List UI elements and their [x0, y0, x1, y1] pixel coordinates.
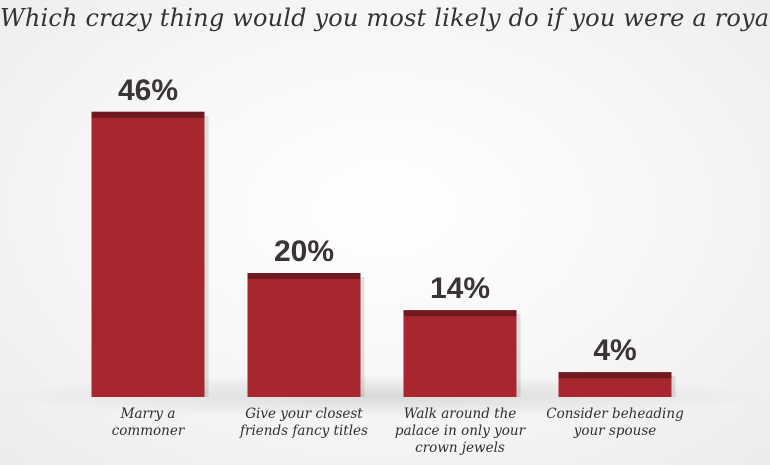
- bar-cap-2: [247, 273, 361, 279]
- category-label-line: crown jewels: [415, 440, 505, 456]
- bar-3: [403, 310, 517, 397]
- bar-1: [91, 111, 205, 398]
- category-label-line: your spouse: [573, 423, 657, 439]
- category-label: Consider beheading your spouse: [546, 406, 684, 439]
- category-label-line: Walk around the: [404, 406, 517, 422]
- category-label: Marry a commoner: [112, 406, 186, 439]
- value-label: 20%: [274, 235, 334, 268]
- category-label: Walk around the palace in only your crown …: [395, 406, 527, 456]
- category-label-line: commoner: [112, 423, 186, 439]
- bar-cap-4: [558, 372, 672, 379]
- category-label: Give your closest friends fancy titles: [239, 406, 368, 439]
- category-label-line: friends fancy titles: [239, 423, 368, 439]
- category-label-line: palace in only your: [395, 423, 527, 439]
- category-label-line: Marry a: [120, 406, 176, 422]
- bar-cap-1: [91, 111, 205, 118]
- bar-cap-3: [403, 310, 517, 317]
- chart-title: Which crazy thing would you most likely …: [0, 4, 770, 32]
- category-label-line: Give your closest: [245, 406, 363, 422]
- value-label: 14%: [430, 272, 490, 305]
- value-label: 46%: [118, 74, 178, 107]
- bar-2: [247, 273, 361, 397]
- value-label: 4%: [593, 334, 636, 367]
- category-label-line: Consider beheading: [546, 406, 684, 422]
